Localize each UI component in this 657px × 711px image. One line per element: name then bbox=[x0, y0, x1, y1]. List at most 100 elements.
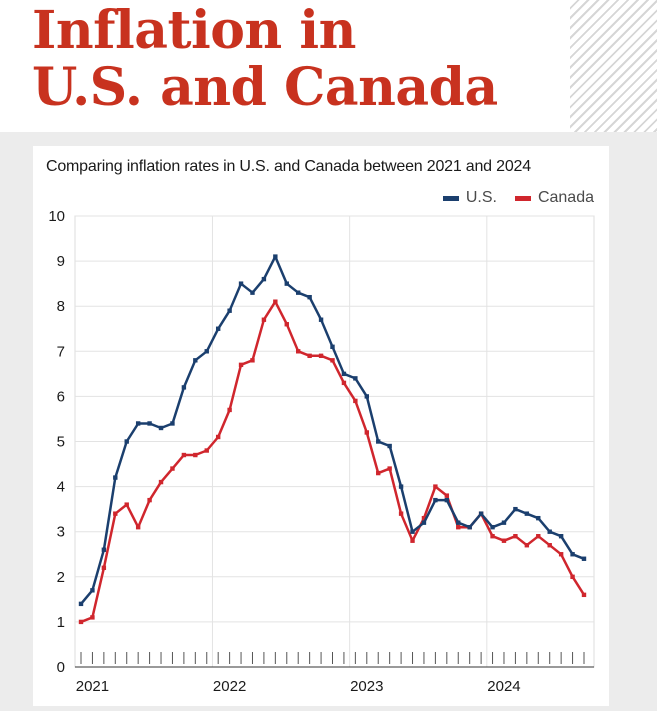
chart-legend: U.S. Canada bbox=[442, 189, 594, 207]
data-point-canada bbox=[387, 466, 392, 471]
data-point-us bbox=[524, 511, 530, 516]
data-point-canada bbox=[376, 470, 381, 476]
legend-label-us: U.S. bbox=[465, 189, 497, 206]
data-point-us bbox=[398, 484, 404, 489]
data-point-canada bbox=[238, 362, 244, 368]
data-point-canada bbox=[135, 524, 141, 530]
y-tick-label: 6 bbox=[57, 388, 65, 405]
x-tick-label: 2022 bbox=[213, 678, 246, 695]
y-tick-label: 8 bbox=[57, 298, 65, 315]
data-point-us bbox=[307, 294, 312, 300]
data-point-us bbox=[78, 601, 84, 607]
data-point-us bbox=[513, 506, 518, 512]
data-point-us bbox=[478, 511, 484, 516]
data-point-us bbox=[181, 385, 187, 390]
data-point-us bbox=[90, 588, 95, 593]
data-point-canada bbox=[90, 615, 95, 620]
legend-item-us: U.S. bbox=[442, 189, 497, 207]
data-point-canada bbox=[433, 484, 438, 489]
data-point-canada bbox=[558, 552, 564, 557]
data-point-canada bbox=[570, 574, 575, 579]
data-point-canada bbox=[547, 543, 552, 548]
x-tick-label: 2023 bbox=[350, 678, 383, 695]
data-point-us bbox=[433, 497, 438, 503]
data-point-us bbox=[421, 520, 427, 525]
data-point-canada bbox=[261, 317, 267, 322]
data-point-canada bbox=[113, 511, 118, 516]
data-point-canada bbox=[490, 534, 495, 539]
data-point-canada bbox=[318, 353, 324, 359]
data-point-us bbox=[501, 520, 507, 525]
page-title: Inflation in U.S. and Canada bbox=[32, 2, 498, 116]
data-point-canada bbox=[524, 543, 530, 548]
data-point-canada bbox=[307, 353, 312, 359]
data-point-canada bbox=[513, 534, 518, 539]
data-point-us bbox=[456, 520, 461, 525]
data-point-us bbox=[193, 358, 198, 363]
data-point-us bbox=[490, 524, 495, 530]
data-point-canada bbox=[147, 497, 152, 503]
data-point-us bbox=[536, 515, 541, 521]
data-point-us bbox=[410, 529, 415, 534]
data-point-us bbox=[147, 421, 152, 426]
data-point-us bbox=[273, 254, 278, 259]
data-point-us bbox=[124, 439, 129, 444]
data-point-canada bbox=[227, 407, 232, 413]
data-point-canada bbox=[536, 534, 541, 539]
data-point-canada bbox=[170, 466, 175, 471]
data-point-canada bbox=[204, 448, 209, 453]
data-point-us bbox=[467, 524, 472, 530]
y-tick-label: 2 bbox=[57, 569, 65, 586]
title-line-2: U.S. and Canada bbox=[32, 57, 498, 118]
x-tick-label: 2024 bbox=[487, 678, 520, 695]
data-point-us bbox=[215, 326, 221, 331]
data-point-us bbox=[444, 497, 450, 503]
data-point-canada bbox=[398, 511, 404, 516]
data-point-canada bbox=[353, 398, 358, 404]
data-point-canada bbox=[273, 299, 278, 304]
inflation-line-chart: 0 1 2 3 4 5 6 7 8 9 10 2021 2022 2023 2024 bbox=[48, 208, 595, 695]
y-tick-label: 10 bbox=[48, 208, 65, 225]
data-point-us bbox=[376, 439, 381, 444]
data-point-canada bbox=[410, 538, 415, 543]
chart-card: Comparing inflation rates in U.S. and Ca… bbox=[33, 146, 609, 706]
y-tick-label: 4 bbox=[57, 479, 65, 496]
data-point-us bbox=[113, 475, 118, 480]
data-point-canada bbox=[181, 452, 187, 458]
decorative-stripes bbox=[570, 0, 657, 132]
data-point-us bbox=[250, 290, 255, 295]
data-point-us bbox=[558, 534, 564, 539]
data-point-us bbox=[318, 317, 324, 322]
title-line-1: Inflation in bbox=[32, 0, 356, 61]
data-point-us bbox=[570, 552, 575, 557]
data-point-canada bbox=[124, 502, 129, 507]
data-point-canada bbox=[501, 538, 507, 543]
y-tick-label: 5 bbox=[57, 434, 65, 451]
data-point-canada bbox=[421, 515, 427, 521]
data-point-us bbox=[101, 547, 107, 552]
data-point-canada bbox=[78, 619, 84, 625]
legend-swatch-us bbox=[442, 195, 459, 201]
data-point-canada bbox=[330, 358, 335, 363]
y-tick-label: 7 bbox=[57, 343, 65, 360]
y-tick-label: 0 bbox=[57, 659, 65, 676]
data-point-us bbox=[330, 344, 335, 349]
data-point-us bbox=[238, 281, 244, 286]
data-point-canada bbox=[193, 452, 198, 458]
data-point-us bbox=[387, 443, 392, 449]
data-point-us bbox=[296, 290, 301, 295]
y-tick-label: 9 bbox=[57, 253, 65, 270]
data-point-canada bbox=[101, 565, 107, 570]
data-point-canada bbox=[364, 430, 369, 435]
legend-item-canada: Canada bbox=[514, 189, 594, 207]
data-point-canada bbox=[250, 358, 255, 363]
data-point-us bbox=[353, 376, 358, 381]
data-point-canada bbox=[456, 524, 461, 530]
y-tick-label: 1 bbox=[57, 614, 65, 631]
data-point-us bbox=[364, 394, 369, 399]
data-point-us bbox=[204, 349, 209, 354]
data-point-canada bbox=[158, 479, 164, 485]
data-point-us bbox=[284, 281, 289, 286]
legend-swatch-canada bbox=[514, 195, 531, 201]
data-point-canada bbox=[215, 434, 221, 440]
